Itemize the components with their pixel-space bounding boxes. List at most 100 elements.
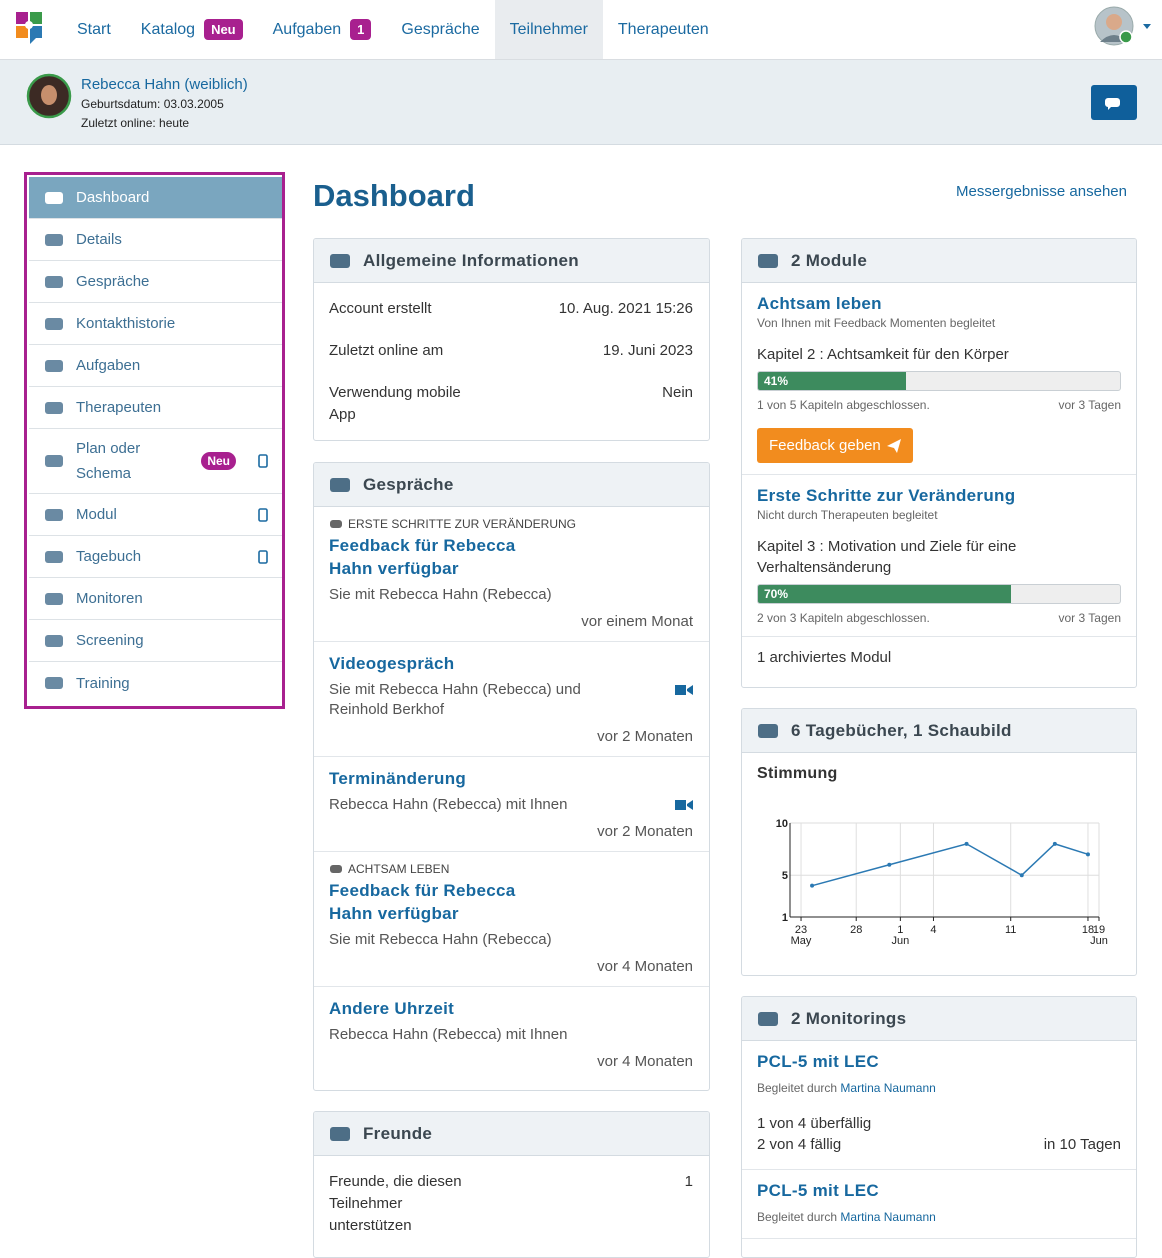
nav-label: Therapeuten [617,20,709,38]
send-shape [886,438,901,453]
sidebar-item[interactable]: Dashboard [29,177,282,219]
icon-shape [330,253,350,268]
module-chapter: Kapitel 3 : Motivation und Ziele für ein… [757,538,1017,576]
icon-shape [45,401,63,414]
module-name: ACHTSAM LEBEN [348,862,450,876]
diaries-card: 6 Tagebücher, 1 Schaubild Stimmung 1 5 10 23 M… [741,708,1137,976]
nav-item[interactable]: Therapeuten [603,0,724,59]
conversation-module: ERSTE SCHRITTE ZUR VERÄNDERUNG [329,517,693,531]
icon-shape [45,191,63,204]
icon [45,191,63,204]
sidebar-item[interactable]: Plan oder Schema Neu [29,429,282,494]
therapist-link[interactable]: Martina Naumann [840,1210,936,1224]
conversation[interactable]: ERSTE SCHRITTE ZUR VERÄNDERUNG Feedback f… [314,507,709,642]
conversation-text: Rebecca Hahn (Rebecca) mit Ihnen [329,1026,568,1043]
sidebar-item[interactable]: Tagebuch [29,536,282,578]
chart-title: Stimmung [757,765,838,782]
conversation[interactable]: Videogespräch Sie mit Rebecca Hahn (Rebec… [314,642,709,757]
therapist-link[interactable]: Martina Naumann [840,1081,936,1095]
icon-shape [45,508,63,521]
friends-label: Freunde, die diesen Teilnehmer unterstüt… [329,1173,462,1234]
conversation-text-row: Sie mit Rebecca Hahn (Rebecca) [329,930,693,950]
nav-item[interactable]: Gespräche [386,0,494,59]
line [811,843,1089,887]
info-row: Zuletzt online am 19. Juni 2023 [314,340,709,362]
point [887,862,892,867]
sidebar-item[interactable]: Monitoren [29,578,282,620]
logo [16,12,42,44]
icon [45,233,63,246]
icon-shape [330,1126,350,1141]
nav-item[interactable]: Start [62,0,126,59]
conversation-title: Terminänderung [329,769,467,788]
results-link[interactable]: Messergebnisse ansehen [956,183,1127,200]
feedback-button[interactable]: Feedback geben [757,428,913,463]
icon [45,401,63,414]
conversations-card: Gespräche ERSTE SCHRITTE ZUR VERÄNDERUNG F… [313,462,710,1091]
monitoring-status: 1 von 4 überfällig [757,1115,872,1132]
sidebar-item[interactable]: Training [29,662,282,704]
conversation[interactable]: Andere Uhrzeit Rebecca Hahn (Rebecca) mit… [314,987,709,1081]
conversation[interactable]: Terminänderung Rebecca Hahn (Rebecca) mit… [314,757,709,852]
sidebar-label: Details [76,231,122,248]
progress-fill [758,585,1012,603]
monitoring: PCL-5 mit LEC Begleitet durch Martina Nau… [742,1170,1136,1239]
sidebar-label: Kontakthistorie [76,315,176,332]
sidebar-item[interactable]: Aufgaben [29,345,282,387]
y-tick-label: 5 [782,870,788,882]
point [964,841,969,846]
conversation-title: Andere Uhrzeit [329,999,455,1018]
icon-shape [45,233,63,246]
icon [45,508,63,521]
icon-shape [758,1011,778,1026]
sidebar-item[interactable]: Gespräche [29,261,282,303]
nav-item[interactable]: Teilnehmer [494,0,603,59]
chat-button[interactable] [1091,85,1137,120]
conversation-time: vor einem Monat [581,613,693,630]
point [1052,841,1057,846]
conversation-time: vor 4 Monaten [597,958,693,975]
point [1085,852,1090,857]
card-header: 2 Monitorings [742,997,1136,1041]
card-title: Freunde [363,1123,433,1143]
x-tick-label: 18 [1082,924,1094,936]
info-label: Verwendung mobile App [329,384,461,423]
card-title: Allgemeine Informationen [363,250,579,270]
card-title: 6 Tagebücher, 1 Schaubild [791,720,1012,740]
monitoring-title: PCL-5 mit LEC [757,1052,879,1071]
monitoring-by: Begleitet durch Martina Naumann [757,1210,1121,1224]
module-chapter: Kapitel 2 : Achtsamkeit für den Körper [757,346,1009,363]
module-subtitle: Von Ihnen mit Feedback Momenten begleite… [757,316,996,330]
card-header: Gespräche [314,463,709,507]
point [810,883,815,888]
mobile-icon [258,549,268,564]
icon-shape [45,275,63,288]
icon [45,592,63,605]
module-subtitle: Nicht durch Therapeuten begleitet [757,508,938,522]
sidebar-item[interactable]: Screening [29,620,282,662]
conversation-text-row: Sie mit Rebecca Hahn (Rebecca) [329,585,693,605]
conversation-time: vor 2 Monaten [597,728,693,745]
sidebar-item[interactable]: Details [29,219,282,261]
sidebar-item[interactable]: Modul [29,494,282,536]
sidebar-item[interactable]: Kontakthistorie [29,303,282,345]
x-tick-month: May [791,935,812,947]
icon [45,550,63,563]
friends-value: 1 [684,1173,693,1190]
conversation-title: Feedback für Rebecca Hahn verfügbar [329,536,516,578]
icon-shape [330,520,342,528]
monitoring-due: in 10 Tagen [1043,1136,1121,1153]
progress-label: 41% [764,374,789,388]
icon-shape [45,634,63,647]
nav-items: Start Katalog Neu Aufgaben 1 Gespräche Teilneh… [62,0,724,59]
point [1019,873,1024,878]
nav-item[interactable]: Katalog Neu [126,0,258,59]
nav-item[interactable]: Aufgaben 1 [258,0,387,59]
sidebar-item[interactable]: Therapeuten [29,387,282,429]
sidebar-label: Monitoren [76,590,143,607]
conversation[interactable]: ACHTSAM LEBEN Feedback für Rebecca Hahn v… [314,852,709,987]
user-avatar[interactable] [1094,6,1154,46]
icon [758,1011,778,1026]
